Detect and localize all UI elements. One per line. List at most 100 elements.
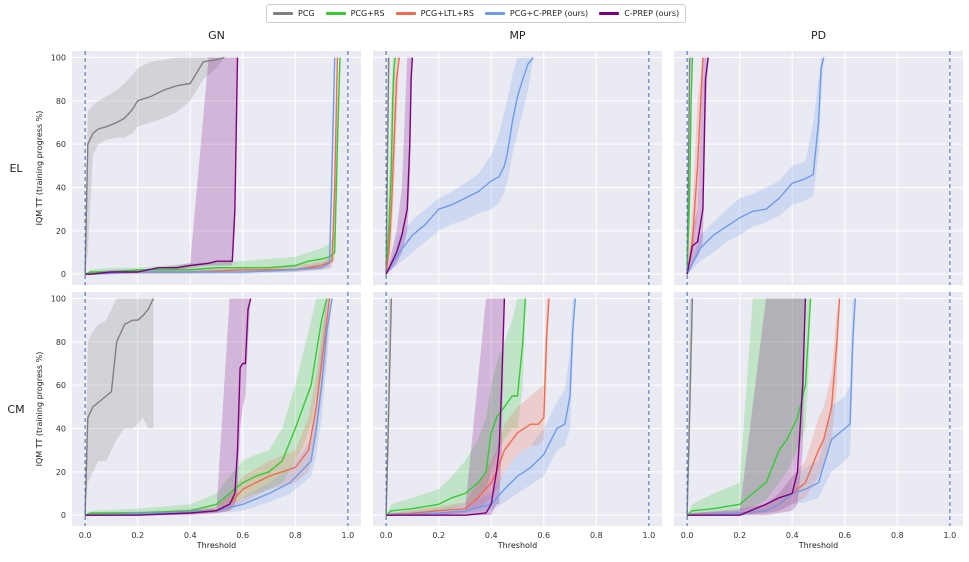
line-pcg-c-prep-ours- [686,57,825,275]
panel-background [674,292,963,526]
line-c-prep-ours- [85,298,252,516]
y-tick-label: 40 [56,425,66,434]
panel-background [674,51,963,285]
panel-cm-pd [674,292,963,526]
band-pcg-rs [687,298,811,516]
y-tick-label: 60 [56,140,66,149]
band-pcg-c-prep-ours- [386,298,576,516]
y-tick-label: 20 [56,227,66,236]
panel-cm-mp [373,292,662,526]
line-c-prep-ours- [385,57,414,275]
legend: PCG PCG+RS PCG+LTL+RS PCG+C-PREP (ours) C-PR… [266,4,687,23]
band-c-prep-ours- [687,298,806,516]
legend-label: PCG+RS [350,9,385,18]
line-pcg-rs [84,298,328,516]
x-tick-label: 0.8 [590,531,603,540]
legend-swatch [395,12,416,15]
panel-el-gn [72,51,361,285]
y-tick-label: 0 [61,270,66,279]
band-pcg-rs [85,57,340,275]
legend-swatch [273,12,293,15]
line-pcg-c-prep-ours- [85,57,336,275]
band-pcg [85,57,225,275]
x-tick-label: 0.2 [131,531,144,540]
line-pcg [84,56,225,275]
x-tick-label: 0.0 [380,531,393,540]
band-pcg-c-prep-ours- [687,57,824,275]
panel-background [72,292,361,526]
legend-entry: C-PREP (ours) [599,9,679,18]
y-axis-label: IQM TT (training progress %) [35,111,44,226]
column-title: PD [811,29,826,42]
panel-background [72,51,361,285]
legend-entry: PCG+C-PREP (ours) [484,9,589,18]
line-pcg [686,298,694,516]
panel-el-pd [674,51,963,285]
line-pcg-rs [385,298,527,516]
x-tick-label: 0.8 [891,531,904,540]
line-pcg-rs [686,298,812,516]
y-tick-label: 40 [56,184,66,193]
x-tick-label: 0.0 [681,531,694,540]
legend-swatch [325,12,346,15]
line-pcg-c-prep-ours- [85,298,333,516]
y-tick-label: 100 [51,54,66,63]
line-pcg [84,298,155,516]
x-tick-label: 0.6 [236,531,249,540]
line-pcg [385,298,393,516]
line-pcg-rs [686,57,694,275]
panel-cm-gn [72,292,361,526]
line-pcg-c-prep-ours- [386,298,576,516]
x-tick-label: 0.4 [184,531,197,540]
legend-swatch [484,12,505,15]
line-pcg [385,57,390,275]
x-tick-label: 0.2 [733,531,746,540]
band-c-prep-ours- [85,57,238,275]
x-tick-label: 0.4 [485,531,498,540]
x-axis-label: Threshold [798,541,838,550]
panel-background [373,292,662,526]
band-pcg-c-prep-ours- [386,57,534,275]
x-tick-label: 0.2 [432,531,445,540]
band-c-prep-ours- [386,298,505,516]
x-tick-label: 0.0 [79,531,92,540]
band-pcg-rs [85,298,327,516]
x-axis-label: Threshold [497,541,537,550]
column-title: MP [509,29,525,42]
y-tick-label: 20 [56,468,66,477]
line-c-prep-ours- [687,298,807,516]
x-tick-label: 0.6 [838,531,851,540]
row-title: EL [9,162,23,175]
x-tick-label: 0.6 [537,531,550,540]
x-axis-label: Threshold [196,541,236,550]
line-pcg-c-prep-ours- [385,57,534,275]
line-pcg-ltl-rs [386,298,550,516]
band-c-prep-ours- [687,57,709,275]
y-tick-label: 80 [56,338,66,347]
x-tick-label: 1.0 [943,531,956,540]
y-tick-label: 100 [51,295,66,304]
y-tick-label: 80 [56,97,66,106]
line-pcg-c-prep-ours- [687,298,856,516]
legend-label: C-PREP (ours) [624,9,680,18]
band-pcg-ltl-rs [687,57,703,275]
column-title: GN [208,29,225,42]
panel-background [373,51,662,285]
band-pcg-rs [386,298,526,516]
legend-label: PCG [298,9,315,18]
panel-el-mp [373,51,662,285]
legend-swatch [599,12,620,15]
y-tick-label: 0 [61,511,66,520]
band-pcg-ltl-rs [386,298,549,516]
line-pcg-rs [385,57,396,275]
line-c-prep-ours- [386,298,506,516]
y-axis-label: IQM TT (training progress %) [35,352,44,467]
legend-entry: PCG+RS [325,9,385,18]
line-c-prep-ours- [686,57,709,275]
x-tick-label: 0.8 [289,531,302,540]
legend-entry: PCG+LTL+RS [395,9,474,18]
line-c-prep-ours- [85,57,239,275]
band-c-prep-ours- [386,57,413,275]
legend-label: PCG+C-PREP (ours) [509,9,589,18]
